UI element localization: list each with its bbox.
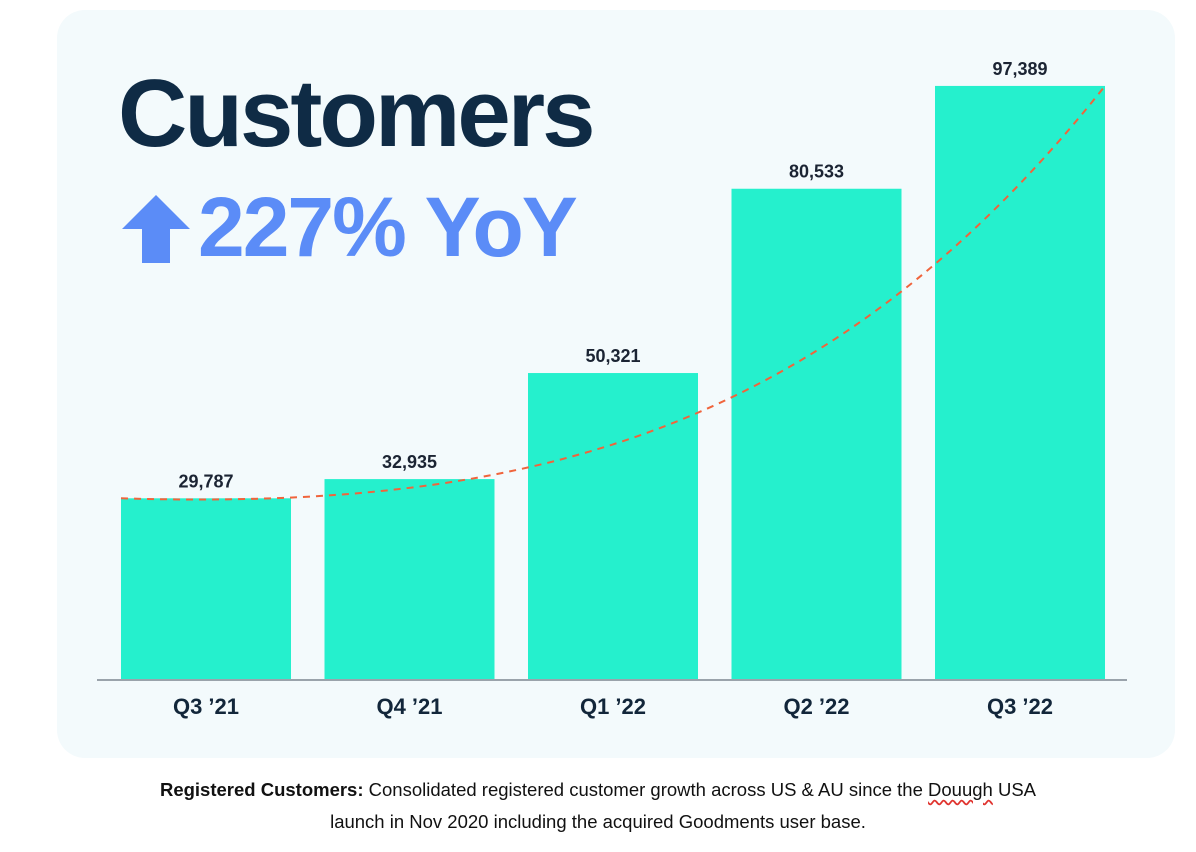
- footnote: Registered Customers: Consolidated regis…: [0, 774, 1196, 838]
- arrow-up-icon: [122, 195, 190, 263]
- bar: [324, 479, 495, 680]
- x-tick-label: Q3 ’22: [987, 694, 1053, 719]
- bar-value-label: 97,389: [992, 59, 1047, 79]
- x-tick-label: Q2 ’22: [783, 694, 849, 719]
- x-tick-label: Q3 ’21: [173, 694, 239, 719]
- footnote-brand: Douugh: [928, 779, 993, 800]
- bar-value-label: 29,787: [178, 471, 233, 491]
- chart-title: Customers: [118, 60, 595, 167]
- x-tick-label: Q4 ’21: [376, 694, 442, 719]
- footnote-line-1: Registered Customers: Consolidated regis…: [0, 774, 1196, 806]
- footnote-bold: Registered Customers:: [159, 779, 364, 800]
- bar-value-label: 32,935: [382, 452, 437, 472]
- trend-line: [120, 85, 1106, 501]
- growth-headline: 227% YoY: [120, 180, 578, 274]
- bar: [935, 85, 1105, 680]
- bar: [528, 373, 698, 680]
- bar: [731, 188, 902, 680]
- bar-value-label: 50,321: [585, 346, 640, 366]
- footnote-line-2: launch in Nov 2020 including the acquire…: [330, 811, 866, 832]
- footnote-text: Consolidated registered customer growth …: [363, 779, 929, 800]
- bar-chart: 29,787 Q3 ’21 32,935 Q4 ’21 50,321 Q1 ’22 80,5…: [97, 59, 1127, 719]
- growth-text: 227% YoY: [198, 180, 578, 274]
- footnote-text-after: USA: [992, 779, 1037, 800]
- bar: [121, 498, 291, 680]
- x-tick-label: Q1 ’22: [580, 694, 646, 719]
- bar-value-label: 80,533: [789, 162, 844, 182]
